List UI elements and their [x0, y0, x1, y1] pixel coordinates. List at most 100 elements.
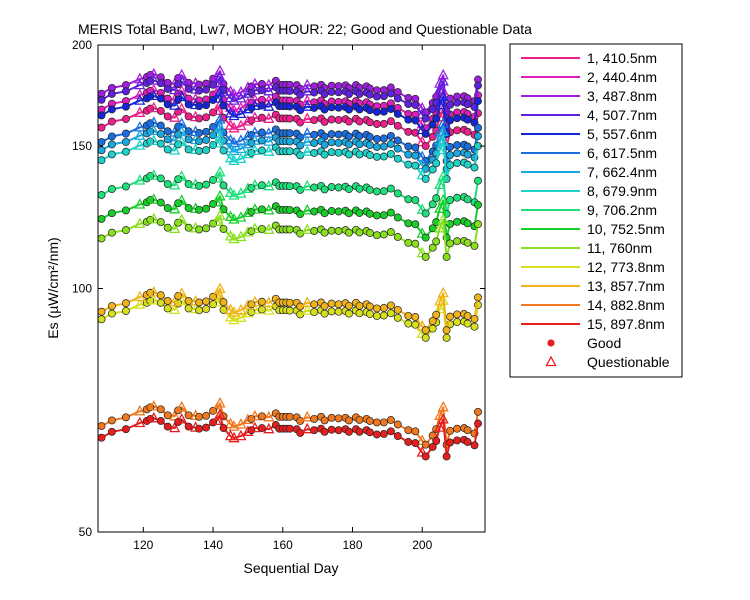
- good-point: [393, 305, 402, 314]
- questionable-point: [148, 293, 160, 305]
- questionable-point: [228, 94, 240, 105]
- good-point: [428, 224, 437, 233]
- questionable-point: [434, 409, 446, 420]
- good-point: [310, 308, 319, 317]
- good-point: [421, 326, 430, 335]
- good-point: [107, 185, 116, 194]
- good-point: [163, 84, 172, 93]
- good-point: [97, 123, 106, 132]
- x-tick-label: 160: [273, 538, 293, 552]
- good-point: [470, 314, 479, 323]
- questionable-point: [169, 303, 181, 315]
- questionable-point: [148, 193, 160, 204]
- good-point: [474, 293, 482, 302]
- questionable-point: [228, 431, 240, 443]
- good-point: [365, 151, 374, 160]
- good-point: [372, 231, 381, 240]
- questionable-point: [210, 402, 223, 414]
- legend-entry: Good: [547, 335, 621, 351]
- good-point: [393, 313, 402, 322]
- good-point: [195, 306, 204, 315]
- questionable-point: [134, 72, 146, 84]
- good-point: [202, 423, 211, 432]
- good-point: [334, 307, 343, 316]
- good-point: [355, 184, 364, 193]
- good-point: [453, 193, 462, 202]
- good-point: [121, 413, 130, 422]
- good-point: [156, 416, 165, 425]
- good-point: [107, 209, 116, 218]
- good-point: [428, 200, 437, 209]
- questionable-point: [301, 223, 313, 234]
- questionable-point: [169, 202, 181, 214]
- good-point: [320, 209, 329, 218]
- good-point: [386, 427, 395, 436]
- good-point: [379, 92, 388, 101]
- legend-label: 11, 760nm: [587, 240, 652, 256]
- questionable-point: [176, 400, 188, 412]
- good-point: [379, 304, 388, 312]
- legend-entry: 10, 752.5nm: [521, 221, 665, 237]
- questionable-point: [437, 135, 449, 146]
- legend-swatch-dot: [547, 339, 555, 347]
- good-point: [453, 217, 462, 226]
- good-point: [411, 427, 420, 436]
- good-point: [470, 322, 479, 331]
- good-point: [257, 146, 266, 155]
- good-point: [163, 127, 172, 136]
- good-point: [121, 425, 130, 434]
- legend-label: 4, 507.7nm: [587, 107, 657, 123]
- good-point: [320, 185, 329, 194]
- questionable-point: [263, 304, 275, 315]
- good-point: [156, 298, 165, 307]
- good-point: [195, 137, 204, 146]
- questionable-point: [437, 170, 449, 181]
- questionable-point: [214, 165, 226, 177]
- legend-swatch-triangle: [545, 355, 557, 367]
- y-tick-label: 50: [79, 525, 93, 539]
- good-point: [107, 302, 116, 311]
- legend-entry: 14, 882.8nm: [521, 297, 665, 313]
- legend-entry: 5, 557.6nm: [521, 126, 657, 142]
- good-point: [355, 208, 364, 217]
- good-point: [446, 239, 455, 248]
- good-point: [320, 150, 329, 159]
- good-point: [404, 219, 413, 228]
- good-point: [432, 159, 441, 168]
- good-point: [355, 117, 364, 126]
- good-point: [107, 105, 116, 114]
- good-point: [365, 185, 374, 194]
- good-point: [355, 105, 364, 114]
- good-point: [428, 442, 437, 451]
- questionable-point: [263, 204, 275, 215]
- legend-label: 9, 706.2nm: [587, 202, 657, 218]
- good-point: [202, 224, 211, 233]
- good-point: [365, 428, 374, 437]
- good-point: [411, 313, 420, 321]
- questionable-point: [437, 68, 449, 80]
- y-tick-label: 100: [72, 282, 92, 296]
- good-point: [411, 239, 420, 248]
- good-point: [97, 111, 106, 120]
- good-point: [355, 309, 364, 318]
- good-point: [334, 148, 343, 157]
- questionable-point: [301, 84, 313, 96]
- good-point: [446, 116, 455, 125]
- questionable-point: [434, 202, 446, 213]
- good-point: [404, 195, 413, 204]
- good-point: [372, 120, 381, 128]
- questionable-point: [437, 90, 449, 101]
- good-point: [184, 112, 193, 121]
- good-point: [334, 138, 343, 147]
- questionable-point: [249, 179, 261, 190]
- questionable-point: [263, 84, 275, 96]
- questionable-point: [176, 294, 188, 306]
- questionable-point: [210, 172, 223, 183]
- good-point: [404, 142, 413, 151]
- questionable-point: [249, 144, 261, 155]
- questionable-point: [210, 414, 223, 426]
- good-point: [372, 107, 381, 116]
- questionable-point: [263, 223, 275, 234]
- questionable-point: [148, 67, 160, 79]
- good-point: [463, 195, 472, 204]
